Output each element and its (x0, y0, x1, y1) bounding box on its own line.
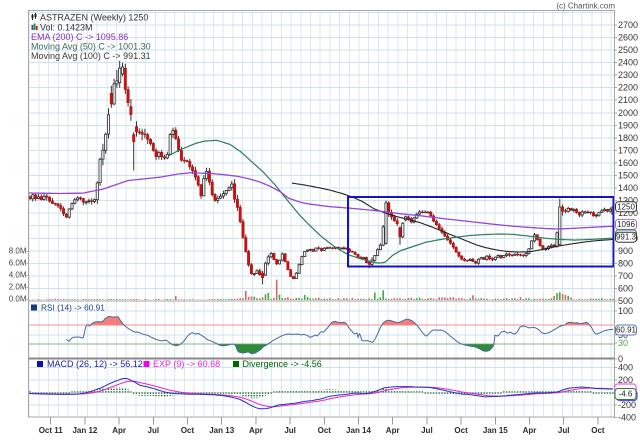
svg-text:2000: 2000 (618, 108, 638, 118)
svg-text:2600: 2600 (618, 33, 638, 43)
svg-text:2700: 2700 (618, 20, 638, 30)
svg-text:1250: 1250 (617, 202, 635, 211)
svg-text:Jan 14: Jan 14 (346, 426, 371, 435)
svg-text:Jul: Jul (558, 426, 570, 435)
svg-text:EXP (9) -> 60.68: EXP (9) -> 60.68 (153, 359, 220, 369)
svg-text:1300: 1300 (618, 196, 638, 206)
svg-text:2100: 2100 (618, 95, 638, 105)
svg-text:800: 800 (618, 258, 633, 268)
svg-text:8.0M: 8.0M (9, 247, 27, 256)
svg-text:Oct: Oct (454, 426, 468, 435)
svg-text:2.0M: 2.0M (9, 283, 27, 292)
svg-text:Apr: Apr (249, 426, 263, 435)
svg-text:1900: 1900 (618, 120, 638, 130)
svg-text:200: 200 (618, 375, 633, 385)
svg-text:Moving Avg (100) C -> 991.31: Moving Avg (100) C -> 991.31 (31, 51, 151, 61)
svg-text:100: 100 (618, 306, 633, 316)
svg-text:(c) Chartink.com: (c) Chartink.com (556, 2, 615, 11)
svg-text:991.3: 991.3 (616, 233, 637, 242)
svg-text:Jul: Jul (421, 426, 433, 435)
svg-text:0.0M: 0.0M (9, 295, 27, 304)
svg-text:-400: -400 (618, 413, 636, 423)
svg-text:Moving Avg (50) C -> 1001.30: Moving Avg (50) C -> 1001.30 (31, 42, 151, 52)
svg-text:900: 900 (618, 246, 633, 256)
svg-text:1200: 1200 (618, 208, 638, 218)
svg-text:30: 30 (618, 338, 628, 348)
svg-text:2200: 2200 (618, 83, 638, 93)
svg-text:1500: 1500 (618, 171, 638, 181)
svg-text:Vol: 0.1423M: Vol: 0.1423M (40, 23, 93, 33)
svg-text:EMA (200) C -> 1095.86: EMA (200) C -> 1095.86 (31, 32, 128, 42)
svg-text:-200: -200 (618, 400, 636, 410)
svg-text:Jul: Jul (148, 426, 160, 435)
svg-text:700: 700 (618, 271, 633, 281)
svg-text:1400: 1400 (618, 183, 638, 193)
svg-text:400: 400 (618, 362, 633, 372)
svg-text:Oct 11: Oct 11 (39, 426, 64, 435)
svg-text:-4.6: -4.6 (619, 390, 633, 399)
svg-text:6.0M: 6.0M (9, 259, 27, 268)
svg-text:RSI (14) -> 60.91: RSI (14) -> 60.91 (41, 303, 105, 313)
svg-text:Apr: Apr (112, 426, 126, 435)
svg-text:Apr: Apr (386, 426, 400, 435)
svg-text:500: 500 (618, 296, 633, 306)
svg-text:Jan 12: Jan 12 (72, 426, 97, 435)
svg-text:Apr: Apr (523, 426, 537, 435)
svg-text:Jan 13: Jan 13 (209, 426, 234, 435)
svg-text:1700: 1700 (618, 145, 638, 155)
svg-text:Oct: Oct (591, 426, 605, 435)
svg-text:2500: 2500 (618, 45, 638, 55)
svg-text:Oct: Oct (318, 426, 332, 435)
svg-text:1096: 1096 (617, 220, 635, 229)
svg-text:60.91: 60.91 (616, 326, 637, 335)
svg-text:4.0M: 4.0M (9, 271, 27, 280)
svg-text:0: 0 (618, 354, 623, 364)
svg-text:Jan 15: Jan 15 (483, 426, 508, 435)
svg-text:ASTRAZEN (Weekly) 1250: ASTRAZEN (Weekly) 1250 (40, 13, 148, 23)
svg-text:1800: 1800 (618, 133, 638, 143)
svg-text:2400: 2400 (618, 58, 638, 68)
svg-text:1600: 1600 (618, 158, 638, 168)
svg-text:Jul: Jul (284, 426, 296, 435)
svg-text:Oct: Oct (181, 426, 195, 435)
svg-text:2300: 2300 (618, 70, 638, 80)
svg-text:MACD (26, 12) -> 56.12: MACD (26, 12) -> 56.12 (47, 359, 143, 369)
svg-text:600: 600 (618, 284, 633, 294)
svg-text:Divergence -> -4.56: Divergence -> -4.56 (243, 359, 322, 369)
